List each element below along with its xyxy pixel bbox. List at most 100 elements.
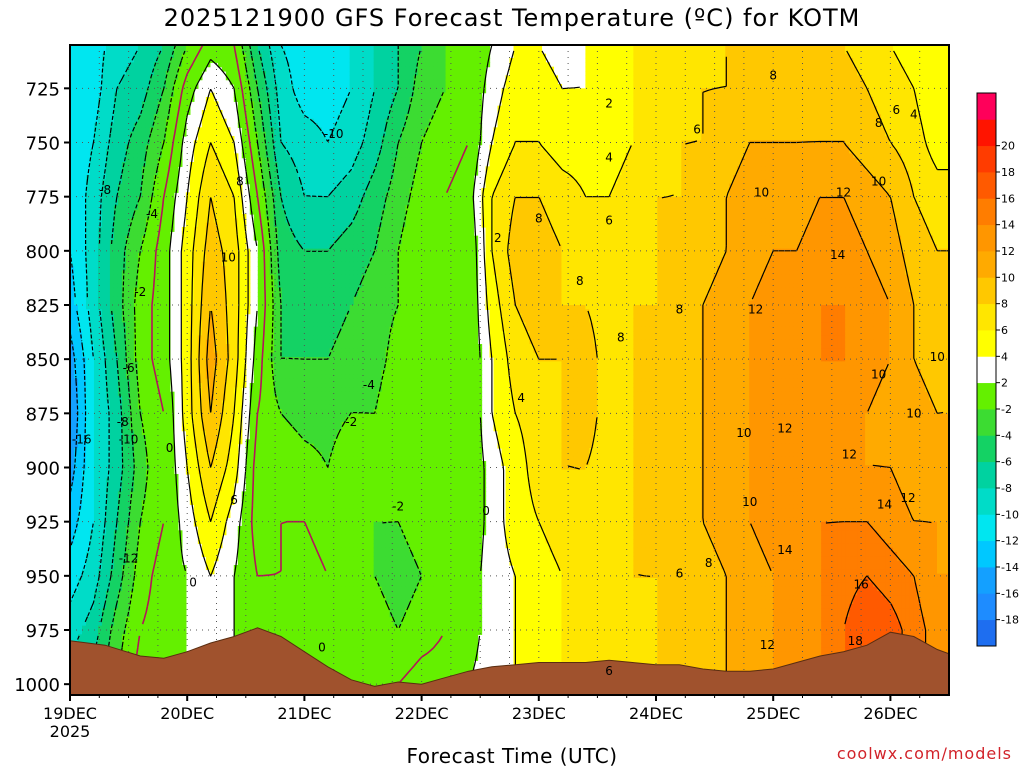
heat-cell [94,75,99,80]
heat-cell [86,392,91,397]
heat-cell [74,197,79,202]
heat-cell [82,58,87,63]
heat-cell [94,539,99,544]
heat-cell [78,409,83,414]
heat-cell [98,253,103,258]
heat-cell [94,270,99,275]
heat-cell [94,331,99,336]
heat-cell [90,149,95,154]
heat-cell [86,344,91,349]
heat-cell [86,565,91,570]
heat-cell [94,530,99,535]
heat-cell [78,374,83,379]
heat-cell [82,153,87,158]
heat-cell [78,58,83,63]
heat-cell [78,474,83,479]
heat-cell [98,162,103,167]
heat-cell [74,201,79,206]
heat-cell [94,348,99,353]
heat-cell [86,587,91,592]
heat-cell [74,123,79,128]
heat-cell [82,587,87,592]
heat-cell [86,578,91,583]
heat-cell [78,305,83,310]
heat-cell [98,288,103,293]
heat-cell [82,327,87,332]
heat-cell [82,318,87,323]
heat-cell [82,353,87,358]
heat-cell [82,62,87,67]
heat-cell [98,58,103,63]
heat-cell [90,426,95,431]
heat-cell [86,487,91,492]
heat-cell [90,275,95,280]
heat-cell [90,309,95,314]
heat-cell [90,166,95,171]
heat-cell [78,370,83,375]
heat-cell [90,214,95,219]
heat-cell [94,561,99,566]
heat-cell [86,595,91,600]
heat-cell [74,621,79,626]
heat-cell [78,270,83,275]
heat-cell [78,548,83,553]
heat-cell [98,49,103,54]
heat-cell [90,483,95,488]
heat-cell [82,67,87,72]
heat-cell [74,327,79,332]
heat-cell [94,617,99,622]
heat-cell [94,322,99,327]
heat-cell [74,175,79,180]
heat-cell [98,136,103,141]
heat-cell [86,58,91,63]
heat-cell [74,97,79,102]
heat-cell [94,431,99,436]
heat-cell [94,604,99,609]
heat-cell [86,591,91,596]
heat-cell [82,522,87,527]
heat-cell [98,275,103,280]
heat-cell [78,97,83,102]
heat-cell [86,491,91,496]
heat-cell [78,262,83,267]
heat-cell [98,270,103,275]
heat-cell [78,522,83,527]
heat-cell [90,175,95,180]
heat-cell [94,175,99,180]
heat-cell [78,283,83,288]
heat-cell [90,58,95,63]
heat-cell [74,149,79,154]
heat-cell [90,262,95,267]
heat-cell [90,470,95,475]
heat-cell [74,205,79,210]
heat-cell [90,296,95,301]
heat-cell [82,604,87,609]
heat-cell [90,197,95,202]
heat-cell [74,578,79,583]
heat-cell [74,452,79,457]
heat-cell [98,305,103,310]
heat-cell [94,392,99,397]
heat-cell [86,132,91,137]
heat-cell [86,305,91,310]
heat-cell [90,253,95,258]
heat-cell [86,426,91,431]
heat-cell [74,240,79,245]
heat-cell [94,439,99,444]
heat-cell [98,153,103,158]
heat-cell [94,491,99,496]
heat-cell [94,153,99,158]
heat-cell [90,504,95,509]
heat-cell [74,370,79,375]
heat-cell [78,617,83,622]
heat-cell [94,526,99,531]
heat-cell [86,530,91,535]
heat-cell [74,62,79,67]
heat-cell [74,500,79,505]
heat-cell [98,171,103,176]
heat-cell [86,75,91,80]
heat-cell [90,244,95,249]
heat-cell [78,353,83,358]
heat-cell [94,288,99,293]
heat-cell [86,621,91,626]
